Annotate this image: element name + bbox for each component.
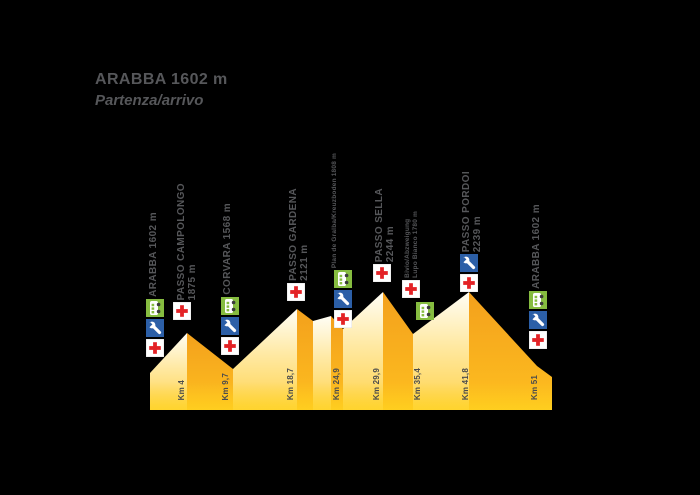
first-aid-icon [460, 274, 478, 292]
profile-segment [413, 292, 469, 410]
km-marker: Km 35,4 [413, 367, 422, 400]
waypoint-label-passo-campolongo: PASSO CAMPOLONGO 1875 m [176, 183, 198, 300]
waypoint-name: PASSO CAMPOLONGO [176, 182, 187, 300]
km-marker: Km 41,8 [461, 367, 470, 400]
wrench-icon [334, 290, 352, 308]
waypoint-name: ARABBA 1602 m [531, 204, 542, 289]
page-subtitle: Partenza/arrivo [95, 92, 204, 109]
waypoint-label-arabba-start: ARABBA 1602 m [148, 212, 159, 297]
bus-icon [334, 270, 352, 288]
waypoint-label-passo-gardena: PASSO GARDENA 2121 m [288, 188, 310, 281]
wrench-icon [146, 319, 164, 337]
wrench-icon [529, 311, 547, 329]
km-marker: Km 9,7 [221, 372, 230, 400]
waypoint-elevation: 2239 m [472, 215, 483, 252]
profile-segment [469, 292, 552, 410]
bus-icon [146, 299, 164, 317]
waypoint-label-passo-sella: PASSO SELLA 2244 m [374, 188, 396, 262]
wrench-icon [460, 254, 478, 272]
first-aid-icon [373, 264, 391, 282]
page-title: ARABBA 1602 m [95, 71, 228, 88]
waypoint-name: PASSO GARDENA [288, 188, 299, 281]
profile-shape [150, 292, 552, 410]
first-aid-icon [402, 280, 420, 298]
waypoint-label-passo-pordoi: PASSO PORDOI 2239 m [461, 171, 483, 252]
waypoint-name: ARABBA 1602 m [148, 212, 159, 297]
waypoint-label-lupo-bianco: Bivio/Abzweigung Lupo Bianco 1780 m [404, 211, 420, 278]
km-marker: Km 4 [177, 379, 186, 400]
waypoint-elevation: 1875 m [187, 263, 198, 300]
first-aid-icon [334, 310, 352, 328]
profile-bottom-glow [150, 382, 552, 410]
first-aid-icon [221, 337, 239, 355]
waypoint-name: Lupo Bianco 1780 m [412, 211, 419, 278]
first-aid-icon [287, 283, 305, 301]
bus-icon [416, 302, 434, 320]
profile-segment [343, 292, 383, 410]
waypoint-elevation: 2121 m [299, 244, 310, 281]
waypoint-label-arabba-finish: ARABBA 1602 m [531, 204, 542, 289]
bus-icon [529, 291, 547, 309]
waypoint-label-plan-de-gralba: Plan de Gralba/Kreuzboden 1808 m [331, 153, 339, 268]
first-aid-icon [146, 339, 164, 357]
waypoint-name: PASSO PORDOI [461, 170, 472, 252]
profile-segment [383, 292, 413, 410]
bus-icon [221, 297, 239, 315]
km-marker: Km 29,9 [372, 367, 381, 400]
first-aid-icon [529, 331, 547, 349]
wrench-icon [221, 317, 239, 335]
km-marker: Km 51 [530, 374, 539, 400]
waypoint-name: Plan de Gralba/Kreuzboden 1808 m [331, 152, 338, 268]
waypoint-name: CORVARA 1568 m [222, 203, 233, 295]
first-aid-icon [173, 302, 191, 320]
km-marker: Km 18,7 [286, 367, 295, 400]
waypoint-name: Bivio/Abzweigung [404, 218, 411, 278]
waypoint-elevation: 2244 m [385, 225, 396, 262]
km-marker: Km 24,9 [332, 367, 341, 400]
waypoint-label-corvara: CORVARA 1568 m [222, 203, 233, 295]
waypoint-name: PASSO SELLA [374, 187, 385, 262]
